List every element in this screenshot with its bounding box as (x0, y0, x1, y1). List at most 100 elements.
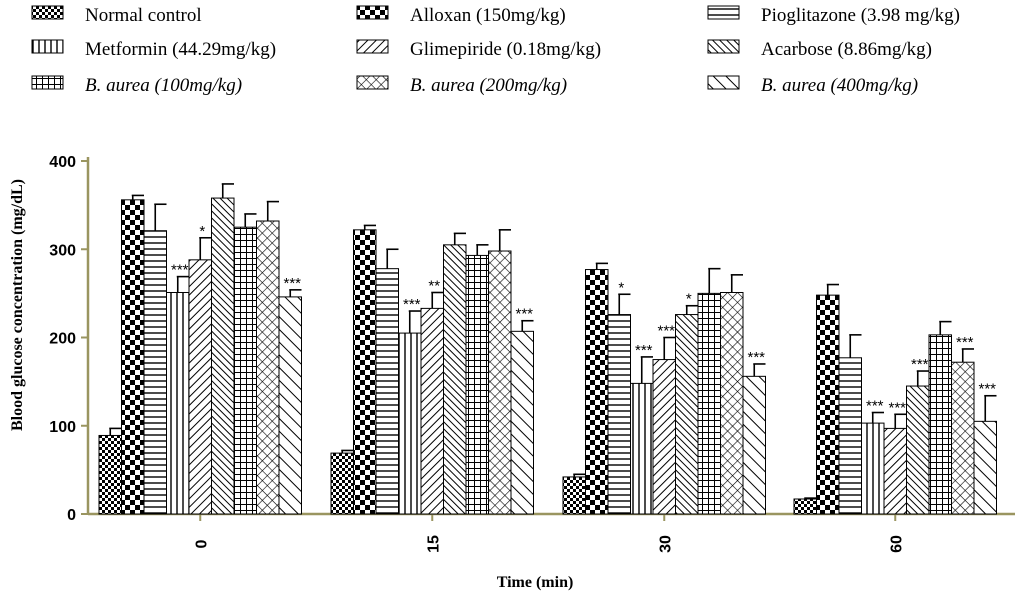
y-tick-label: 400 (49, 154, 76, 171)
legend-item: Acarbose (8.86mg/kg) (707, 39, 932, 60)
significance-label: * (618, 279, 624, 296)
legend-label: B. aurea (200mg/kg) (410, 75, 567, 96)
x-tick-label: 30 (657, 535, 674, 553)
bar (562, 476, 586, 515)
bar (465, 254, 489, 515)
legend-item: Normal control (31, 5, 202, 26)
bar (793, 498, 817, 515)
legend-item: B. aurea (400mg/kg) (707, 75, 918, 96)
bar (98, 434, 122, 515)
bar (742, 375, 766, 515)
x-tick-label: 60 (888, 535, 905, 553)
significance-label: *** (283, 275, 301, 292)
bar (510, 330, 534, 515)
legend-label-dose: (400mg/kg) (826, 75, 918, 96)
bar (951, 361, 975, 515)
bar (233, 226, 257, 515)
significance-annotations: ***************************** ***********… (171, 223, 996, 417)
bar (375, 268, 399, 515)
significance-label: *** (911, 356, 929, 373)
legend-label: Glimepiride (0.18mg/kg) (410, 39, 601, 60)
legend-swatch (356, 39, 389, 54)
legend-swatch (356, 75, 389, 90)
bar (585, 269, 609, 515)
legend-label-dose: (100mg/kg) (150, 75, 242, 96)
significance-label: *** (978, 381, 996, 398)
significance-label: * (199, 223, 205, 240)
legend: Normal control Alloxan (150mg/kg) Pioglita… (31, 5, 960, 96)
significance-label: *** (657, 323, 675, 340)
bar (278, 296, 302, 515)
x-tick-label: 0 (193, 539, 210, 548)
legend-label-dose: (200mg/kg) (475, 75, 567, 96)
bar (121, 199, 145, 515)
x-axis-label: Time (min) (497, 574, 574, 591)
legend-label: Alloxan (150mg/kg) (410, 5, 566, 26)
significance-label: ** (428, 277, 440, 294)
legend-label-species: B. aurea (85, 75, 150, 96)
legend-item: Metformin (44.29mg/kg) (31, 39, 276, 60)
bar (928, 334, 952, 515)
bar (697, 292, 721, 515)
legend-swatch (356, 5, 389, 20)
legend-swatch (31, 75, 64, 90)
legend-item: Glimepiride (0.18mg/kg) (356, 39, 601, 60)
y-axis-label: Blood glucose concentration (mg/dL) (9, 179, 26, 431)
bar (211, 197, 235, 515)
bar (906, 385, 930, 515)
legend-swatch (707, 5, 740, 20)
legend-item: B. aurea (200mg/kg) (356, 75, 567, 96)
bars (98, 183, 997, 515)
bar (675, 314, 699, 515)
significance-label: *** (171, 262, 189, 279)
legend-label: B. aurea (400mg/kg) (761, 75, 918, 96)
legend-label-species: B. aurea (761, 75, 826, 96)
bar (188, 259, 212, 515)
significance-label: *** (515, 306, 533, 323)
bar (143, 230, 167, 515)
legend-label: Metformin (44.29mg/kg) (85, 39, 276, 60)
y-tick-label: 200 (49, 331, 76, 348)
bar (816, 294, 840, 515)
legend-swatch (707, 75, 740, 90)
bar (973, 420, 997, 515)
y-tick-label: 0 (67, 507, 76, 524)
legend-item: Pioglitazone (3.98 mg/kg) (707, 5, 960, 26)
legend-label: Normal control (85, 5, 202, 26)
significance-label: *** (956, 334, 974, 351)
bar (861, 422, 885, 515)
significance-label: *** (866, 398, 884, 415)
bar (256, 220, 280, 515)
x-tick-label: 15 (425, 535, 442, 553)
bar (443, 244, 467, 515)
bar (630, 382, 654, 515)
legend-label: Pioglitazone (3.98 mg/kg) (761, 5, 960, 26)
bar (488, 250, 512, 515)
significance-label: *** (747, 349, 765, 366)
legend-label-species: B. aurea (410, 75, 475, 96)
significance-label: *** (403, 296, 421, 313)
legend-item: Alloxan (150mg/kg) (356, 5, 566, 26)
legend-swatch (707, 39, 740, 54)
y-tick-label: 100 (49, 419, 76, 436)
bar (353, 229, 377, 515)
legend-swatch (31, 39, 64, 54)
legend-item: B. aurea (100mg/kg) (31, 75, 242, 96)
legend-label: B. aurea (100mg/kg) (85, 75, 242, 96)
legend-swatch (31, 5, 64, 20)
significance-label: *** (635, 342, 653, 359)
bar (330, 452, 354, 515)
bar (652, 359, 676, 515)
bar (166, 291, 190, 515)
bar (720, 291, 744, 515)
legend-label: Acarbose (8.86mg/kg) (761, 39, 932, 60)
significance-label: * (686, 291, 692, 308)
significance-label: *** (888, 399, 906, 416)
y-tick-label: 300 (49, 242, 76, 259)
bar (883, 427, 907, 515)
bar (420, 307, 444, 515)
bar (838, 357, 862, 515)
bar (607, 314, 631, 515)
bar (398, 332, 422, 515)
